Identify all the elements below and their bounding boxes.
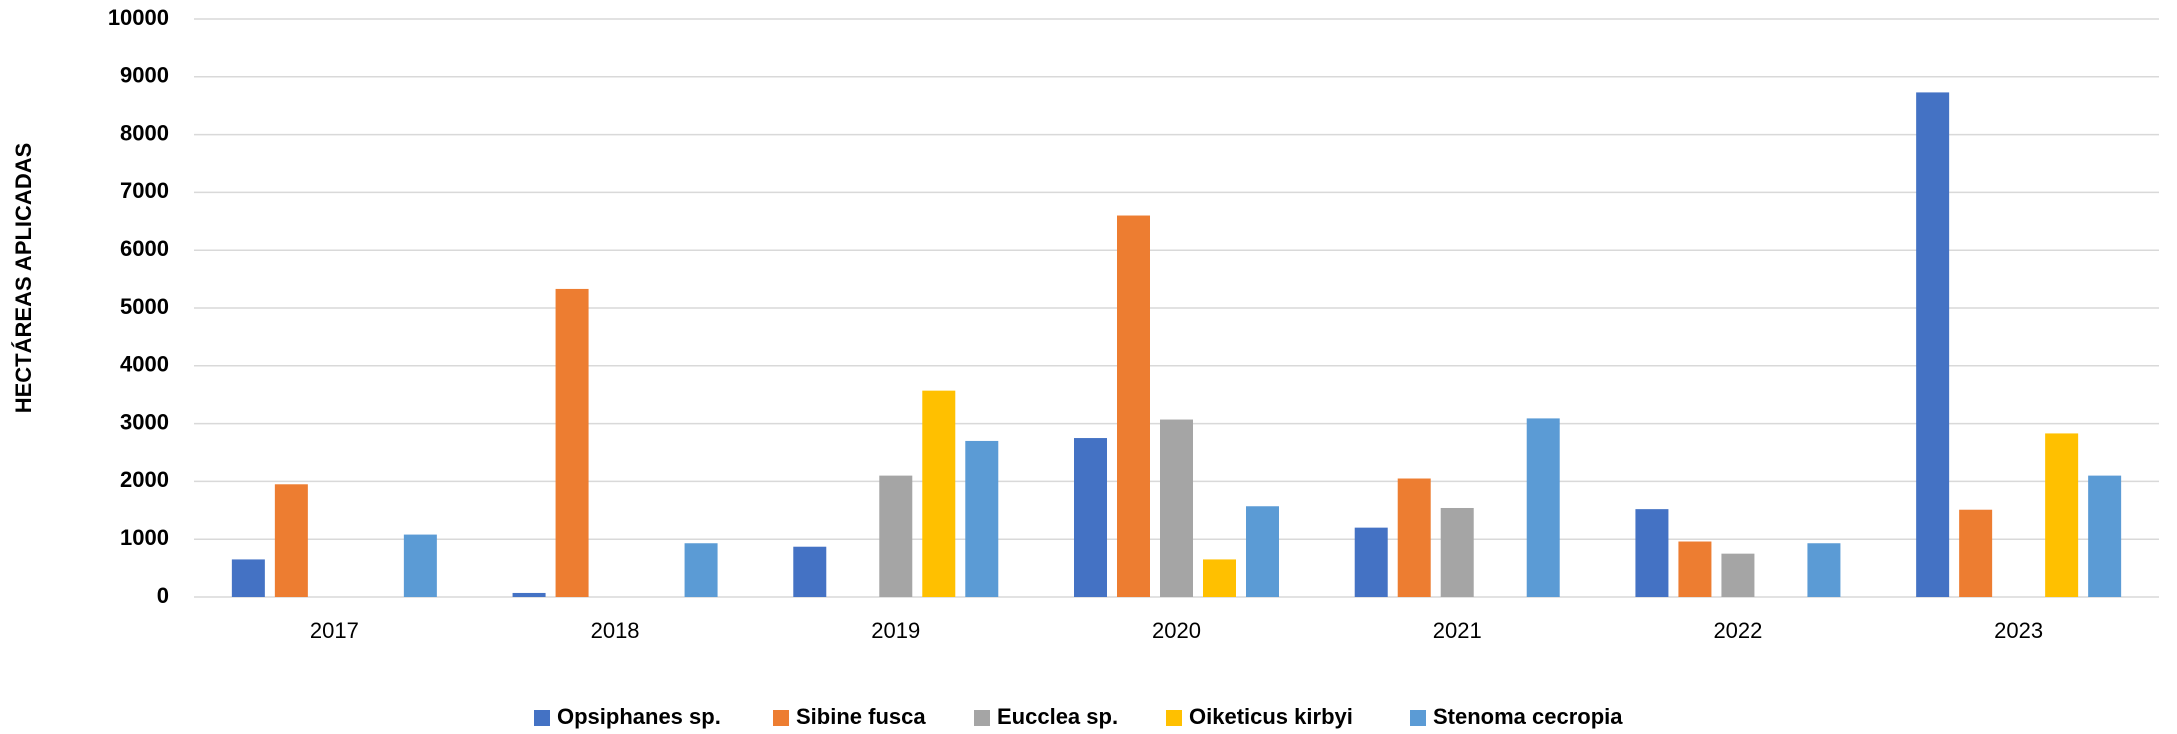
- x-tick-label: 2017: [310, 618, 359, 643]
- bar: [1117, 215, 1150, 597]
- y-tick-label: 9000: [120, 63, 169, 88]
- bar: [684, 543, 718, 597]
- bar: [1959, 509, 1993, 597]
- bar: [1074, 438, 1107, 597]
- bar: [512, 592, 546, 597]
- bar: [1526, 418, 1560, 597]
- bar: [1721, 553, 1755, 597]
- bar: [555, 288, 589, 597]
- bar: [1160, 419, 1193, 597]
- legend-label: Eucclea sp.: [997, 704, 1118, 729]
- y-tick-label: 10000: [108, 5, 169, 30]
- bar: [1635, 509, 1669, 597]
- y-axis-title: HECTÁREAS APLICADAS: [11, 143, 36, 414]
- legend-label: Stenoma cecropia: [1433, 704, 1623, 729]
- legend-label: Opsiphanes sp.: [557, 704, 721, 729]
- y-tick-label: 6000: [120, 236, 169, 261]
- bar: [1916, 92, 1950, 597]
- bar: [1678, 541, 1712, 597]
- legend-swatch: [773, 710, 789, 726]
- bar: [1203, 559, 1236, 597]
- legend-label: Sibine fusca: [796, 704, 926, 729]
- x-tick-label: 2020: [1152, 618, 1201, 643]
- bar: [403, 534, 437, 597]
- bar: [1397, 478, 1431, 597]
- y-tick-label: 1000: [120, 525, 169, 550]
- bar: [879, 475, 913, 597]
- legend-swatch: [1410, 710, 1426, 726]
- y-tick-label: 4000: [120, 352, 169, 377]
- bar: [1807, 543, 1841, 597]
- bar: [274, 484, 308, 597]
- y-tick-label: 5000: [120, 294, 169, 319]
- x-tick-label: 2023: [1994, 618, 2043, 643]
- bar: [2088, 475, 2122, 597]
- bar: [793, 546, 827, 597]
- bar: [1354, 527, 1388, 597]
- x-tick-label: 2018: [591, 618, 640, 643]
- bar: [1440, 507, 1474, 597]
- legend-swatch: [974, 710, 990, 726]
- bar: [231, 559, 265, 597]
- bar: [2045, 433, 2079, 597]
- x-tick-label: 2019: [871, 618, 920, 643]
- y-tick-label: 2000: [120, 467, 169, 492]
- legend-label: Oiketicus kirbyi: [1189, 704, 1353, 729]
- x-tick-label: 2021: [1433, 618, 1482, 643]
- legend-swatch: [534, 710, 550, 726]
- x-tick-label: 2022: [1713, 618, 1762, 643]
- y-tick-label: 3000: [120, 409, 169, 434]
- bar: [922, 390, 956, 597]
- y-tick-label: 7000: [120, 178, 169, 203]
- bar: [965, 440, 999, 597]
- y-tick-label: 8000: [120, 120, 169, 145]
- legend-swatch: [1166, 710, 1182, 726]
- bar: [1246, 506, 1279, 597]
- y-tick-label: 0: [157, 583, 169, 608]
